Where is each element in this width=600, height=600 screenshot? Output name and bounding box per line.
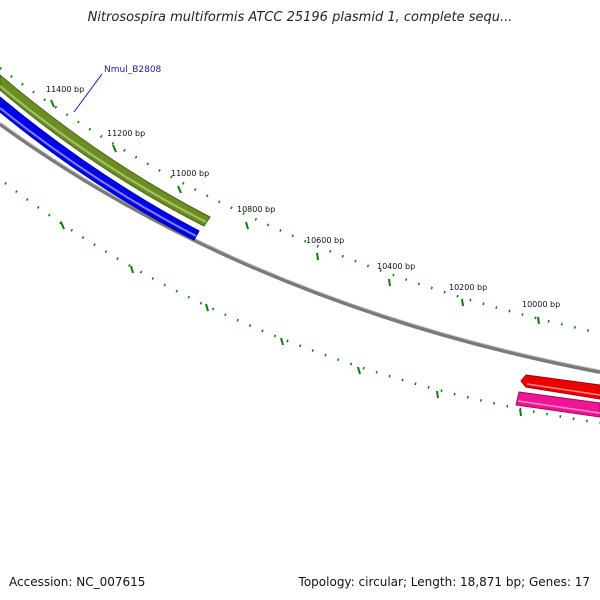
tick-label-10200: 10200 bp <box>449 283 487 292</box>
gene-nmul-b2808[interactable] <box>0 74 211 227</box>
gene-pink[interactable] <box>515 391 600 418</box>
gene-red[interactable] <box>520 374 600 400</box>
tick-label-11000: 11000 bp <box>171 169 209 178</box>
accession-text: Accession: NC_007615 <box>9 575 146 589</box>
summary-text: Topology: circular; Length: 18,871 bp; G… <box>298 575 590 589</box>
inner-scale-ring <box>4 182 600 425</box>
tick-label-10600: 10600 bp <box>306 236 344 245</box>
backbone-arc-highlight <box>0 121 600 371</box>
gene-label-nmul-b2808[interactable]: Nmul_B2808 <box>104 65 162 75</box>
tick-label-10400: 10400 bp <box>377 262 415 271</box>
tick-label-10800: 10800 bp <box>237 205 275 214</box>
tick-label-11400: 11400 bp <box>46 85 84 94</box>
major-ticks-outer <box>50 99 540 325</box>
gene-label-leader <box>73 73 103 113</box>
backbone-arc <box>0 122 600 374</box>
gene-blue[interactable] <box>0 96 200 241</box>
outer-scale-ring <box>0 66 600 335</box>
major-ticks-inner <box>60 221 522 417</box>
map-title: Nitrosospira multiformis ATCC 25196 plas… <box>87 10 513 25</box>
tick-label-10000: 10000 bp <box>522 300 560 309</box>
tick-labels: 11400 bp 11200 bp 11000 bp 10800 bp 1060… <box>46 85 560 309</box>
tick-label-11200: 11200 bp <box>107 129 145 138</box>
